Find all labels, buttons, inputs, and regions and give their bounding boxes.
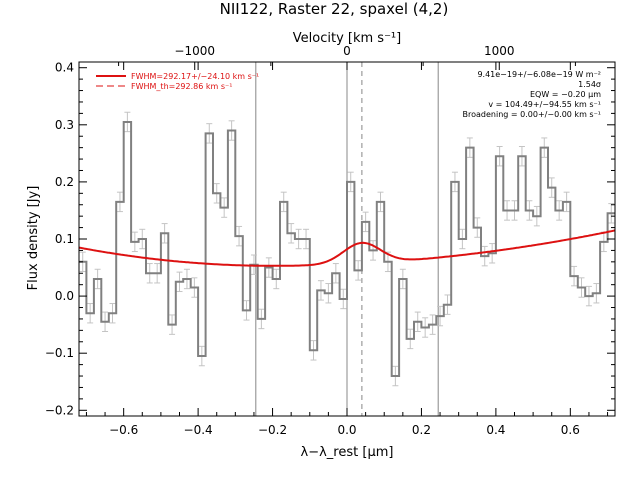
x-tick-label: 0.6 (561, 423, 580, 437)
x-tick-label: 0.2 (412, 423, 431, 437)
top-axis-label: Velocity [km s⁻¹] (293, 31, 401, 46)
top-tick-label: 1000 (484, 44, 515, 58)
axes: −0.6 −0.4 −0.2 0.0 0.2 0.4 0.6 −0.2 −0.1 0.0 0.1 0.… (45, 44, 616, 437)
y-tick-label: 0.1 (55, 232, 74, 246)
annotation-line-0: 9.41e−19+/−6.08e−19 W m⁻² (477, 70, 601, 79)
x-tick-label: 0.4 (486, 423, 505, 437)
legend-label-0: FWHM=292.17+/−24.10 km s⁻¹ (131, 72, 259, 81)
x-tick-label: −0.6 (109, 423, 138, 437)
y-tick-label: 0.0 (55, 289, 74, 303)
legend-label-1: FWHM_th=292.86 km s⁻¹ (131, 82, 232, 91)
y-tick-label: −0.1 (45, 346, 74, 360)
top-tick-label: −1000 (174, 44, 215, 58)
y-tick-label: −0.2 (45, 403, 74, 417)
spectrum-step-line (79, 121, 615, 377)
legend: FWHM=292.17+/−24.10 km s⁻¹FWHM_th=292.86… (96, 72, 259, 91)
y-tick-label: 0.3 (55, 118, 74, 132)
top-tick-label: 0 (343, 44, 351, 58)
x-axis-label: λ−λ_rest [μm] (301, 445, 394, 460)
fit-curve (78, 229, 616, 267)
y-tick-label: 0.2 (55, 175, 74, 189)
x-tick-label: 0.0 (337, 423, 356, 437)
annotation-line-4: Broadening = 0.00+/−0.00 km s⁻¹ (463, 110, 601, 119)
chart-title: NII122, Raster 22, spaxel (4,2) (220, 0, 449, 18)
plot-area (78, 62, 616, 416)
y-axis-label: Flux density [Jy] (26, 186, 41, 291)
annotation-line-3: v = 104.49+/−94.55 km s⁻¹ (488, 100, 601, 109)
x-tick-label: −0.4 (184, 423, 213, 437)
annotation-line-1: 1.54σ (578, 80, 601, 89)
x-tick-label: −0.2 (258, 423, 287, 437)
annotation-line-2: EQW = −0.20 μm (530, 90, 601, 99)
y-tick-label: 0.4 (55, 61, 74, 75)
